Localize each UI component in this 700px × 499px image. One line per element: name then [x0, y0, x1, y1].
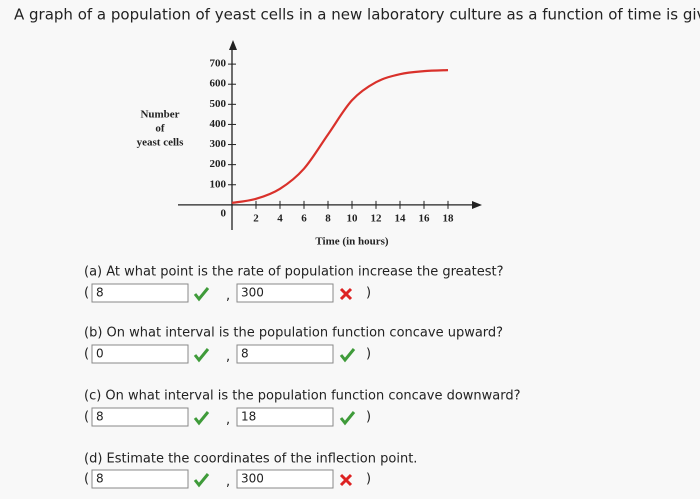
- close-paren: ): [366, 347, 371, 362]
- answer-input[interactable]: [91, 469, 189, 489]
- y-axis-title: Number: [140, 109, 179, 121]
- y-axis-title: of: [155, 123, 165, 135]
- answer-value: 8: [96, 286, 104, 300]
- check-icon: [339, 411, 356, 426]
- x-tick-label: 6: [301, 212, 307, 224]
- separator: ,: [226, 475, 230, 490]
- cross-icon: [339, 473, 353, 487]
- open-paren: (: [84, 410, 89, 425]
- answer-input[interactable]: [236, 469, 334, 489]
- x-tick-label: 0: [221, 207, 227, 219]
- x-tick-label: 18: [443, 212, 455, 224]
- y-axis-title: yeast cells: [137, 137, 184, 149]
- close-paren: ): [366, 410, 371, 425]
- y-tick-label: 300: [210, 138, 227, 150]
- question-prompt: (b) On what interval is the population f…: [84, 326, 503, 341]
- answer-input[interactable]: [91, 344, 189, 364]
- answer-value: 8: [241, 347, 249, 361]
- answer-input[interactable]: [236, 283, 334, 303]
- x-tick-label: 16: [419, 212, 431, 224]
- y-tick-label: 700: [210, 58, 227, 70]
- x-tick-label: 12: [371, 212, 383, 224]
- x-tick-label: 14: [395, 212, 407, 224]
- x-axis-arrow: [472, 201, 482, 209]
- check-icon: [339, 348, 356, 363]
- answer-input[interactable]: [236, 407, 334, 427]
- question-prompt: (d) Estimate the coordinates of the infl…: [84, 452, 417, 467]
- x-axis-title: Time (in hours): [315, 236, 388, 248]
- open-paren: (: [84, 286, 89, 301]
- check-icon: [193, 348, 210, 363]
- y-tick-label: 500: [210, 98, 227, 110]
- open-paren: (: [84, 472, 89, 487]
- question-prompt: (c) On what interval is the population f…: [84, 389, 521, 404]
- y-tick-label: 200: [210, 158, 227, 170]
- separator: ,: [226, 350, 230, 365]
- answer-value: 8: [96, 410, 104, 424]
- close-paren: ): [366, 472, 371, 487]
- cross-icon: [339, 287, 353, 301]
- y-tick-label: 600: [210, 78, 227, 90]
- answer-value: 300: [241, 286, 264, 300]
- x-tick-label: 10: [347, 212, 359, 224]
- close-paren: ): [366, 286, 371, 301]
- answer-value: 18: [241, 410, 256, 424]
- curve: [231, 69, 449, 204]
- question-prompt: (a) At what point is the rate of populat…: [84, 265, 504, 280]
- y-tick-label: 100: [210, 178, 227, 190]
- answer-value: 300: [241, 472, 264, 486]
- check-icon: [193, 287, 210, 302]
- answer-input[interactable]: [91, 283, 189, 303]
- check-icon: [193, 411, 210, 426]
- answer-value: 8: [96, 472, 104, 486]
- y-axis-arrow: [229, 40, 237, 50]
- separator: ,: [226, 413, 230, 428]
- answer-input[interactable]: [91, 407, 189, 427]
- x-tick-label: 4: [277, 212, 283, 224]
- x-tick-label: 8: [325, 212, 331, 224]
- answer-input[interactable]: [236, 344, 334, 364]
- answer-value: 0: [96, 347, 104, 361]
- check-icon: [193, 473, 210, 488]
- title: A graph of a population of yeast cells i…: [14, 6, 700, 24]
- x-tick-label: 2: [253, 212, 259, 224]
- separator: ,: [226, 289, 230, 304]
- y-tick-label: 400: [210, 118, 227, 130]
- open-paren: (: [84, 347, 89, 362]
